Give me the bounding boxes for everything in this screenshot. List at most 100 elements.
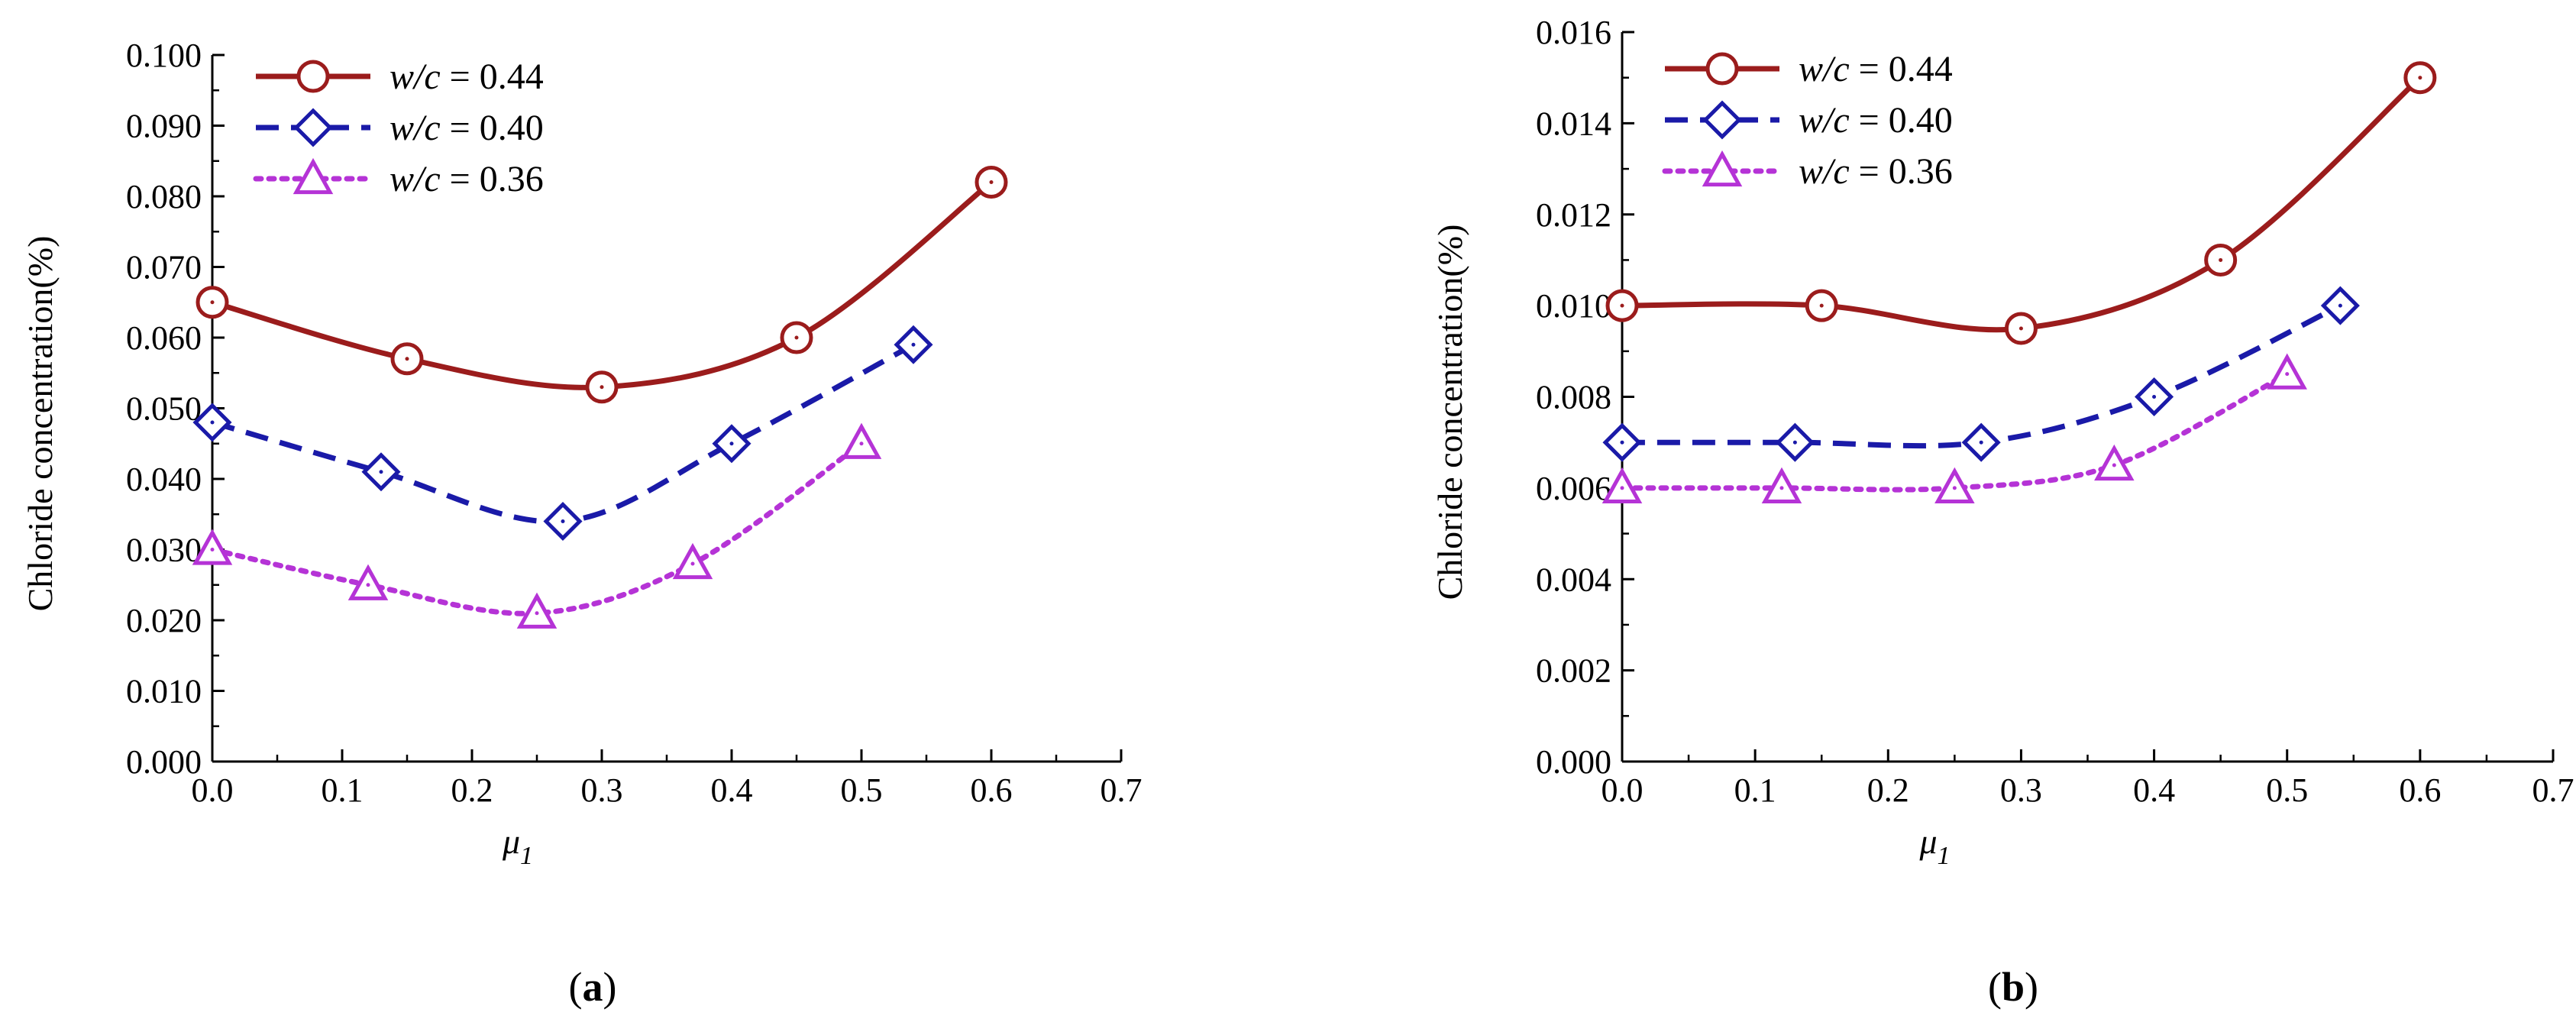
data-point-center-dot — [1792, 440, 1797, 445]
legend-label-0: w/c = 0.44 — [1799, 49, 1953, 89]
x-tick-label: 0.5 — [2266, 771, 2308, 809]
x-axis-title-subscript: 1 — [1938, 842, 1951, 870]
x-tick-label: 0.3 — [581, 771, 623, 809]
legend-label-prefix: w/c — [1799, 100, 1850, 141]
data-point-center-dot — [729, 441, 734, 446]
panel-label-letter: b — [2002, 964, 2025, 1010]
x-tick-label: 0.4 — [2133, 771, 2175, 809]
legend-marker-triangle — [293, 157, 334, 195]
legend-label-1: w/c = 0.40 — [1799, 100, 1953, 141]
data-point-center-dot — [2152, 395, 2157, 399]
data-point-center-dot — [2418, 76, 2422, 80]
series-line-1 — [212, 342, 915, 525]
legend-label-prefix: w/c — [1799, 49, 1850, 89]
data-point-center-dot — [859, 441, 864, 446]
y-tick-label: 0.020 — [126, 602, 202, 639]
legend-marker-circle — [1705, 52, 1739, 86]
legend-label-value: = 0.36 — [441, 159, 544, 199]
panel-label-close-paren: ) — [2025, 964, 2038, 1010]
data-point-center-dot — [405, 357, 409, 361]
data-point-center-dot — [2018, 326, 2023, 331]
panel-label-close-paren: ) — [603, 964, 617, 1010]
data-point-center-dot — [1952, 486, 1957, 490]
y-tick-label: 0.000 — [126, 743, 202, 781]
x-tick-label: 0.2 — [1867, 771, 1909, 809]
y-tick-label: 0.016 — [1536, 14, 1611, 51]
panel-label: (b) — [1988, 964, 2038, 1010]
series-line-2 — [209, 441, 865, 616]
legend-label-1: w/c = 0.40 — [389, 108, 544, 148]
x-tick-label: 0.6 — [971, 771, 1013, 809]
y-tick-label: 0.008 — [1536, 379, 1611, 416]
x-axis-title-subscript: 1 — [520, 842, 533, 870]
data-point-center-dot — [1779, 486, 1784, 490]
data-point-center-dot — [600, 385, 604, 390]
data-point-center-dot — [1620, 486, 1624, 490]
data-point-center-dot — [2219, 257, 2223, 262]
data-point-center-dot — [210, 420, 215, 425]
data-point-center-dot — [2338, 303, 2342, 308]
y-tick-label: 0.000 — [1536, 743, 1611, 781]
data-point-center-dot — [911, 342, 916, 347]
data-point-center-dot — [2285, 372, 2290, 377]
legend-marker-triangle — [1702, 150, 1743, 187]
y-tick-label: 0.030 — [126, 532, 202, 569]
chart-panel-a: 0.0 0.1 0.2 0.3 0.4 0.5 0.6 0.7 0.000 0.010 0.020 0… — [21, 37, 1143, 1010]
x-tick-label: 0.7 — [2532, 771, 2574, 809]
x-tick-label: 0.1 — [322, 771, 364, 809]
x-tick-label: 0.0 — [192, 771, 234, 809]
x-tick-label: 0.7 — [1101, 771, 1143, 809]
legend-label-value: = 0.44 — [441, 57, 544, 97]
y-tick-label: 0.100 — [126, 37, 202, 74]
data-point-center-dot — [794, 335, 799, 340]
data-point-center-dot — [210, 300, 215, 305]
legend-label-0: w/c = 0.44 — [389, 57, 544, 97]
legend-label-prefix: w/c — [389, 108, 441, 148]
legend-marker-diamond — [293, 108, 333, 147]
y-tick-label: 0.014 — [1536, 105, 1611, 142]
y-tick-label: 0.010 — [1536, 287, 1611, 325]
data-point-center-dot — [690, 561, 695, 566]
y-tick-label: 0.006 — [1536, 470, 1611, 507]
legend-marker-diamond — [1702, 100, 1742, 140]
y-tick-label: 0.090 — [126, 108, 202, 145]
y-tick-label: 0.040 — [126, 461, 202, 498]
panel-label-open-paren: ( — [569, 964, 583, 1010]
data-point-center-dot — [366, 583, 370, 587]
series-line-0 — [1621, 76, 2422, 333]
legend-label-value: = 0.36 — [1850, 151, 1953, 192]
panel-label-letter: a — [583, 964, 603, 1010]
data-point-center-dot — [535, 611, 539, 616]
y-tick-label: 0.080 — [126, 178, 202, 215]
y-tick-label: 0.050 — [126, 390, 202, 428]
chart-panel-b: 0.0 0.1 0.2 0.3 0.4 0.5 0.6 0.7 0.000 0.002 0.004 0… — [1430, 14, 2574, 1010]
y-axis-title: Chloride concentration(%) — [21, 236, 60, 612]
data-point-center-dot — [1620, 303, 1624, 308]
legend-label-prefix: w/c — [389, 159, 441, 199]
data-point-center-dot — [1979, 440, 1983, 445]
series-line-0 — [212, 180, 994, 390]
panel-label-open-paren: ( — [1988, 964, 2002, 1010]
legend-label-value: = 0.44 — [1850, 49, 1953, 89]
x-tick-label: 0.3 — [2000, 771, 2042, 809]
y-tick-label: 0.070 — [126, 249, 202, 286]
data-point-center-dot — [561, 519, 565, 523]
data-point-center-dot — [989, 180, 994, 184]
x-tick-label: 0.6 — [2399, 771, 2441, 809]
legend-label-value: = 0.40 — [1850, 100, 1953, 141]
data-point-center-dot — [1819, 303, 1824, 308]
legend-label-value: = 0.40 — [441, 108, 544, 148]
y-tick-label: 0.012 — [1536, 196, 1611, 234]
legend-label-prefix: w/c — [1799, 151, 1850, 192]
panel-label: (a) — [569, 964, 617, 1010]
data-point-center-dot — [210, 548, 215, 551]
y-axis-title: Chloride concentration(%) — [1430, 225, 1469, 600]
x-axis-title: μ1 — [502, 822, 533, 870]
x-tick-label: 0.5 — [841, 771, 883, 809]
legend-label-2: w/c = 0.36 — [1799, 151, 1953, 192]
legend-marker-circle — [296, 60, 330, 93]
x-tick-label: 0.1 — [1734, 771, 1776, 809]
data-point-center-dot — [379, 470, 383, 474]
y-tick-label: 0.004 — [1536, 561, 1611, 598]
